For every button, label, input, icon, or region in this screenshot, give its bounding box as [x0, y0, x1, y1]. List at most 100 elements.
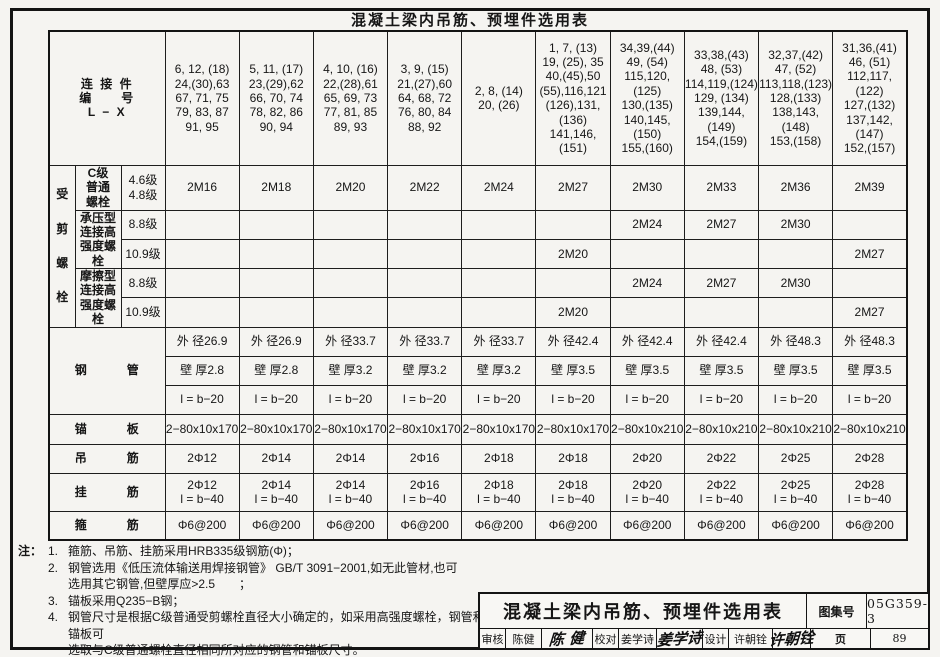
hanger-cell: 2Φ20: [609, 443, 685, 474]
stirrup-cell: Φ6@200: [238, 510, 314, 541]
anchor-cell: 2−80x10x210: [609, 413, 685, 445]
bolt-value-cell: [387, 297, 463, 328]
atlas-number: 05G359-3: [867, 596, 928, 626]
pipe-od-cell: 外 径42.4: [535, 326, 611, 357]
hook-cell: 2Φ22 l = b−40: [683, 472, 760, 512]
stirrup-cell: Φ6@200: [535, 510, 611, 541]
title-block: 混凝土梁内吊筋、预埋件选用表 图集号 05G359-3 审核 陈健 陈 健 校对…: [478, 592, 930, 650]
bearing-bolt-label: 承压型 连接高 强度螺 栓: [74, 209, 122, 270]
anchor-cell: 2−80x10x170: [312, 413, 389, 445]
note-text: 箍筋、吊筋、挂筋采用HRB335级钢筋(Φ)；: [68, 544, 299, 558]
bolt-value-cell: [164, 297, 240, 328]
steel-pipe-label: 钢 管: [48, 326, 166, 415]
note-item: 2. 钢管选用《低压流体输送用焊接钢管》 GB/T 3091−2001,如无此管…: [48, 560, 490, 593]
bolt-value-cell: [461, 297, 537, 328]
title-block-bottom-row: 审核 陈健 陈 健 校对 姜学诗 姜学诗 设计 许朝铨 许朝铨 页 89: [480, 628, 928, 650]
stirrup-cell: Φ6@200: [683, 510, 760, 541]
note-number: 2.: [48, 560, 59, 575]
column-header: 31,36,(41) 46, (51) 112,117,(122) 127,(1…: [832, 30, 908, 166]
pipe-wall-row: 壁 厚2.8 壁 厚2.8 壁 厚3.2 壁 厚3.2 壁 厚3.2 壁 厚3.…: [49, 355, 908, 386]
reviewer-name: 陈健: [506, 629, 542, 648]
bolt-value-cell: [683, 297, 760, 328]
bolt-value-cell: 2M24: [461, 164, 537, 211]
note-number: 4.: [48, 610, 59, 624]
column-header: 34,39,(44) 49, (54) 115,120,(125) 130,(1…: [609, 30, 685, 166]
hanger-cell: 2Φ22: [683, 443, 760, 474]
anchor-plate-row: 锚 板 2−80x10x170 2−80x10x170 2−80x10x170 …: [48, 413, 908, 445]
side-char: 栓: [56, 290, 69, 305]
bolt-value-cell: 2M27: [683, 268, 760, 299]
designer-signature: 许朝铨: [768, 628, 814, 649]
notes-prefix: 注：: [18, 544, 43, 558]
pipe-od-cell: 外 径48.3: [757, 326, 834, 357]
bolt-value-cell: 2M27: [535, 164, 611, 211]
note-number: 3.: [48, 593, 59, 608]
stirrup-cell: Φ6@200: [609, 510, 685, 541]
pipe-length-cell: l = b−20: [832, 384, 908, 415]
pipe-wall-cell: 壁 厚3.5: [609, 355, 685, 386]
grade-cell: 8.8级: [120, 209, 166, 240]
bolt-value-cell: 2M27: [683, 209, 760, 240]
bolt-value-cell: 2M20: [535, 297, 611, 328]
atlas-number-label: 图集号: [807, 594, 867, 628]
page-number: 89: [892, 632, 907, 645]
bolt-value-cell: 2M16: [164, 164, 240, 211]
hook-bar-label: 挂 筋: [48, 472, 166, 512]
pipe-wall-cell: 壁 厚3.2: [461, 355, 537, 386]
c-grade-bolt-label: C级 普通 螺栓: [74, 164, 122, 211]
page-frame: [10, 8, 930, 650]
hook-cell: 2Φ18 l = b−40: [461, 472, 537, 512]
bolt-value-cell: 2M39: [832, 164, 908, 211]
side-char: 螺: [56, 255, 69, 270]
bolt-value-cell: [238, 297, 314, 328]
bolt-value-cell: [461, 238, 537, 270]
hanger-cell: 2Φ12: [164, 443, 240, 474]
bolt-value-cell: 2M33: [683, 164, 760, 211]
pipe-od-cell: 外 径33.7: [461, 326, 537, 357]
bolt-value-cell: [832, 209, 908, 240]
signature-text: 姜学诗: [656, 628, 703, 650]
hook-cell: 2Φ12 l = b−40: [164, 472, 240, 512]
anchor-cell: 2−80x10x210: [832, 413, 908, 445]
bolt-value-cell: [238, 268, 314, 299]
pipe-od-cell: 外 径26.9: [164, 326, 240, 357]
pipe-wall-cell: 壁 厚3.2: [387, 355, 463, 386]
column-header: 33,38,(43) 48, (53) 114,119,(124) 129, (…: [683, 30, 760, 166]
hook-cell: 2Φ14 l = b−40: [312, 472, 389, 512]
pipe-length-cell: l = b−20: [683, 384, 760, 415]
connector-number-label: 连 接 件 编 号 L − X: [48, 30, 166, 166]
bolt-value-cell: [164, 268, 240, 299]
bolt-value-cell: [461, 268, 537, 299]
anchor-cell: 2−80x10x170: [387, 413, 463, 445]
stirrup-label: 箍 筋: [48, 510, 166, 541]
anchor-cell: 2−80x10x170: [461, 413, 537, 445]
signature-text: 陈 健: [548, 628, 586, 650]
bolt-row-friction-88: 摩擦型 连接高 强度螺 栓 8.8级 2M24 2M27 2M30: [49, 268, 908, 328]
column-header: 3, 9, (15) 21,(27),60 64, 68, 72 76, 80,…: [387, 30, 463, 166]
pipe-wall-cell: 壁 厚2.8: [164, 355, 240, 386]
notes-block: 注： 1. 箍筋、吊筋、挂筋采用HRB335级钢筋(Φ)； 2. 钢管选用《低压…: [18, 543, 490, 657]
note-text: 钢管选用《低压流体输送用焊接钢管》 GB/T 3091−2001,如无此管材,也…: [68, 560, 458, 592]
bolt-value-cell: [164, 238, 240, 270]
pipe-od-row: 钢 管 外 径26.9 外 径26.9 外 径33.7 外 径33.7 外 径3…: [48, 326, 908, 415]
stirrup-cell: Φ6@200: [164, 510, 240, 541]
bolt-value-cell: [535, 268, 611, 299]
note-text: 锚板采用Q235−B钢；: [68, 593, 185, 608]
anchor-cell: 2−80x10x210: [683, 413, 760, 445]
pipe-wall-cell: 壁 厚3.5: [535, 355, 611, 386]
hook-cell: 2Φ25 l = b−40: [757, 472, 834, 512]
page-title: 混凝土梁内吊筋、预埋件选用表: [350, 12, 589, 29]
column-header: 32,37,(42) 47, (52) 113,118,(123) 128,(1…: [757, 30, 834, 166]
hanger-cell: 2Φ18: [461, 443, 537, 474]
bolt-value-cell: [387, 209, 463, 240]
bolt-value-cell: [387, 238, 463, 270]
page-number-label: 页: [811, 629, 871, 648]
pipe-length-cell: l = b−20: [461, 384, 537, 415]
note-number: 1.: [48, 544, 59, 558]
pipe-od-cell: 外 径26.9: [238, 326, 314, 357]
column-header: 4, 10, (16) 22,(28),61 65, 69, 73 77, 81…: [312, 30, 389, 166]
bolt-value-cell: 2M30: [757, 268, 834, 299]
hanger-cell: 2Φ25: [757, 443, 834, 474]
note-text: 钢管尺寸是根据C级普通受剪螺栓直径大小确定的，如采用高强度螺栓，钢管和锚板可 选…: [68, 610, 485, 657]
bolt-value-cell: [757, 238, 834, 270]
